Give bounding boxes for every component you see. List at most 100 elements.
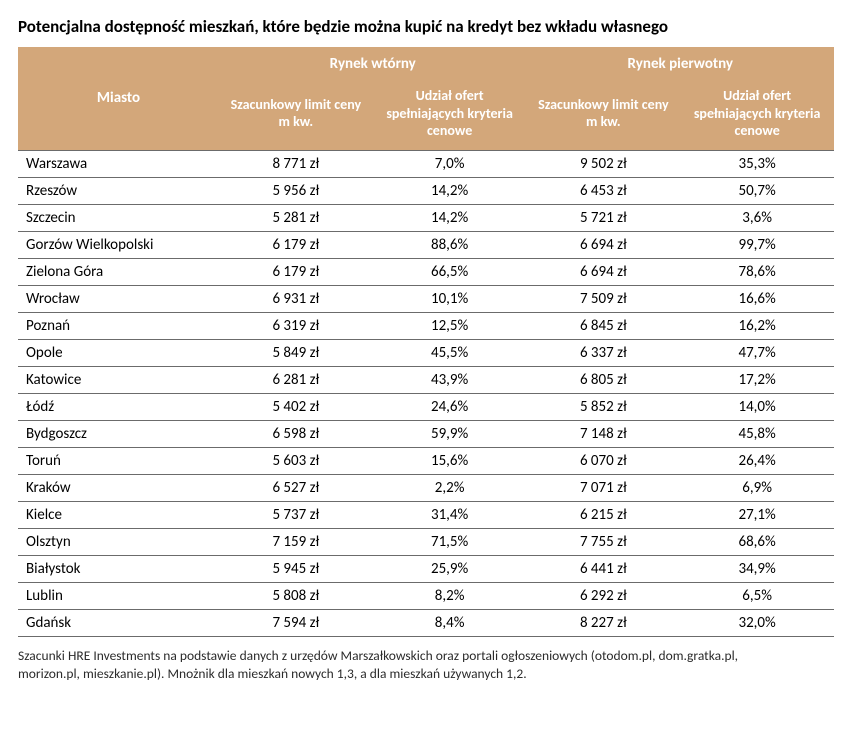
table-row: Lublin5 808 zł8,2%6 292 zł6,5% — [18, 582, 834, 609]
cell-sec-limit: 6 179 zł — [219, 231, 373, 258]
cell-sec-share: 25,9% — [373, 555, 527, 582]
cell-sec-share: 66,5% — [373, 258, 527, 285]
table-row: Poznań6 319 zł12,5%6 845 zł16,2% — [18, 312, 834, 339]
cell-pri-limit: 7 148 zł — [526, 420, 680, 447]
table-row: Wrocław6 931 zł10,1%7 509 zł16,6% — [18, 285, 834, 312]
cell-pri-limit: 7 071 zł — [526, 474, 680, 501]
cell-city: Toruń — [18, 447, 219, 474]
table-row: Toruń5 603 zł15,6%6 070 zł26,4% — [18, 447, 834, 474]
table-row: Rzeszów5 956 zł14,2%6 453 zł50,7% — [18, 177, 834, 204]
cell-pri-share: 6,5% — [680, 582, 834, 609]
cell-pri-share: 32,0% — [680, 609, 834, 636]
cell-sec-share: 8,4% — [373, 609, 527, 636]
col-header-secondary-market: Rynek wtórny — [219, 47, 527, 81]
cell-pri-share: 16,2% — [680, 312, 834, 339]
cell-pri-share: 16,6% — [680, 285, 834, 312]
cell-sec-limit: 6 931 zł — [219, 285, 373, 312]
cell-city: Zielona Góra — [18, 258, 219, 285]
cell-pri-share: 50,7% — [680, 177, 834, 204]
cell-city: Łódź — [18, 393, 219, 420]
table-row: Łódź5 402 zł24,6%5 852 zł14,0% — [18, 393, 834, 420]
cell-city: Poznań — [18, 312, 219, 339]
cell-sec-limit: 5 849 zł — [219, 339, 373, 366]
cell-pri-share: 68,6% — [680, 528, 834, 555]
cell-sec-limit: 5 737 zł — [219, 501, 373, 528]
cell-sec-limit: 7 594 zł — [219, 609, 373, 636]
col-header-pri-share: Udział ofert spełniających kryteria ceno… — [680, 81, 834, 150]
cell-pri-limit: 6 845 zł — [526, 312, 680, 339]
cell-pri-limit: 7 755 zł — [526, 528, 680, 555]
cell-pri-limit: 6 453 zł — [526, 177, 680, 204]
cell-sec-limit: 8 771 zł — [219, 150, 373, 177]
table-row: Opole5 849 zł45,5%6 337 zł47,7% — [18, 339, 834, 366]
cell-sec-limit: 5 603 zł — [219, 447, 373, 474]
table-row: Bydgoszcz6 598 zł59,9%7 148 zł45,8% — [18, 420, 834, 447]
cell-city: Kraków — [18, 474, 219, 501]
table-row: Warszawa8 771 zł7,0%9 502 zł35,3% — [18, 150, 834, 177]
cell-pri-limit: 6 441 zł — [526, 555, 680, 582]
cell-city: Białystok — [18, 555, 219, 582]
cell-pri-share: 26,4% — [680, 447, 834, 474]
cell-city: Lublin — [18, 582, 219, 609]
col-header-sec-share: Udział ofert spełniających kryteria ceno… — [373, 81, 527, 150]
cell-city: Gorzów Wielkopolski — [18, 231, 219, 258]
cell-pri-limit: 9 502 zł — [526, 150, 680, 177]
cell-city: Szczecin — [18, 204, 219, 231]
cell-sec-share: 24,6% — [373, 393, 527, 420]
cell-sec-share: 71,5% — [373, 528, 527, 555]
cell-city: Olsztyn — [18, 528, 219, 555]
footnote: Szacunki HRE Investments na podstawie da… — [18, 647, 778, 683]
cell-pri-share: 78,6% — [680, 258, 834, 285]
cell-sec-limit: 6 179 zł — [219, 258, 373, 285]
cell-sec-limit: 7 159 zł — [219, 528, 373, 555]
cell-pri-limit: 6 337 zł — [526, 339, 680, 366]
cell-sec-share: 88,6% — [373, 231, 527, 258]
cell-sec-share: 31,4% — [373, 501, 527, 528]
cell-city: Bydgoszcz — [18, 420, 219, 447]
cell-sec-share: 2,2% — [373, 474, 527, 501]
col-header-sec-limit: Szacunkowy limit ceny m kw. — [219, 81, 373, 150]
cell-pri-share: 35,3% — [680, 150, 834, 177]
cell-city: Kielce — [18, 501, 219, 528]
table-body: Warszawa8 771 zł7,0%9 502 zł35,3%Rzeszów… — [18, 150, 834, 636]
cell-pri-limit: 5 852 zł — [526, 393, 680, 420]
cell-sec-share: 12,5% — [373, 312, 527, 339]
cell-city: Rzeszów — [18, 177, 219, 204]
cell-sec-share: 59,9% — [373, 420, 527, 447]
col-header-primary-market: Rynek pierwotny — [526, 47, 834, 81]
cell-pri-limit: 6 070 zł — [526, 447, 680, 474]
cell-sec-limit: 5 956 zł — [219, 177, 373, 204]
cell-pri-share: 17,2% — [680, 366, 834, 393]
cell-pri-limit: 6 805 zł — [526, 366, 680, 393]
cell-pri-limit: 8 227 zł — [526, 609, 680, 636]
cell-city: Warszawa — [18, 150, 219, 177]
cell-sec-share: 14,2% — [373, 177, 527, 204]
availability-table: Miasto Rynek wtórny Rynek pierwotny Szac… — [18, 47, 834, 637]
cell-sec-limit: 5 945 zł — [219, 555, 373, 582]
cell-city: Opole — [18, 339, 219, 366]
cell-sec-limit: 5 402 zł — [219, 393, 373, 420]
cell-sec-limit: 5 808 zł — [219, 582, 373, 609]
cell-pri-share: 99,7% — [680, 231, 834, 258]
cell-sec-share: 7,0% — [373, 150, 527, 177]
cell-pri-limit: 7 509 zł — [526, 285, 680, 312]
table-row: Kielce5 737 zł31,4%6 215 zł27,1% — [18, 501, 834, 528]
cell-pri-share: 34,9% — [680, 555, 834, 582]
cell-sec-limit: 6 598 zł — [219, 420, 373, 447]
table-row: Gdańsk7 594 zł8,4%8 227 zł32,0% — [18, 609, 834, 636]
cell-sec-limit: 6 527 zł — [219, 474, 373, 501]
cell-pri-share: 47,7% — [680, 339, 834, 366]
cell-pri-share: 14,0% — [680, 393, 834, 420]
cell-sec-share: 15,6% — [373, 447, 527, 474]
cell-sec-share: 43,9% — [373, 366, 527, 393]
cell-city: Katowice — [18, 366, 219, 393]
cell-sec-limit: 5 281 zł — [219, 204, 373, 231]
table-row: Katowice6 281 zł43,9%6 805 zł17,2% — [18, 366, 834, 393]
table-row: Kraków6 527 zł2,2%7 071 zł6,9% — [18, 474, 834, 501]
cell-pri-limit: 6 292 zł — [526, 582, 680, 609]
cell-city: Wrocław — [18, 285, 219, 312]
cell-pri-share: 45,8% — [680, 420, 834, 447]
cell-pri-share: 3,6% — [680, 204, 834, 231]
cell-pri-limit: 6 694 zł — [526, 258, 680, 285]
cell-sec-share: 45,5% — [373, 339, 527, 366]
